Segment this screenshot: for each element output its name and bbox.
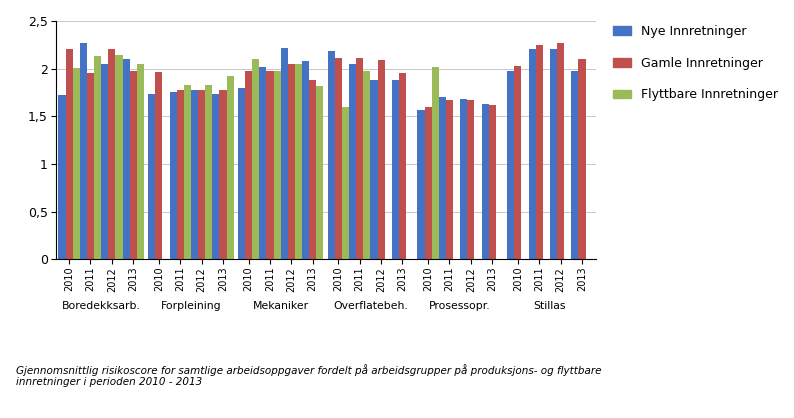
Bar	[212, 94, 219, 259]
Bar	[198, 90, 205, 259]
Bar	[280, 48, 287, 259]
Bar	[238, 88, 245, 259]
Bar	[335, 58, 342, 259]
Bar	[219, 90, 226, 259]
Bar	[342, 107, 349, 259]
Bar	[371, 80, 377, 259]
Bar	[571, 71, 578, 259]
Bar	[80, 43, 87, 259]
Bar	[578, 59, 585, 259]
Bar	[191, 90, 198, 259]
Text: Stillas: Stillas	[534, 301, 566, 311]
Bar	[148, 94, 156, 259]
Text: Forpleining: Forpleining	[160, 301, 222, 311]
Bar	[66, 49, 73, 259]
Bar	[461, 99, 468, 259]
Bar	[205, 85, 212, 259]
Bar	[252, 59, 260, 259]
Bar	[446, 100, 453, 259]
Bar	[226, 76, 233, 259]
Bar	[309, 80, 316, 259]
Bar	[481, 104, 488, 259]
Bar	[183, 85, 191, 259]
Bar	[418, 110, 425, 259]
Bar	[328, 51, 335, 259]
Bar	[536, 45, 543, 259]
Bar	[94, 56, 101, 259]
Bar	[302, 61, 309, 259]
Bar	[507, 71, 515, 259]
Bar	[377, 60, 384, 259]
Bar	[529, 49, 536, 259]
Text: Gjennomsnittlig risikoscore for samtlige arbeidsoppgaver fordelt på arbeidsgrupp: Gjennomsnittlig risikoscore for samtlige…	[16, 364, 601, 387]
Bar	[274, 71, 280, 259]
Bar	[129, 71, 137, 259]
Text: Mekaniker: Mekaniker	[252, 301, 309, 311]
Bar	[357, 58, 364, 259]
Bar	[108, 49, 115, 259]
Bar	[550, 48, 557, 259]
Bar	[557, 43, 565, 259]
Bar	[364, 71, 371, 259]
Bar	[122, 59, 129, 259]
Bar	[295, 64, 302, 259]
Bar	[425, 107, 432, 259]
Bar	[515, 66, 522, 259]
Bar	[399, 73, 406, 259]
Bar	[432, 66, 439, 259]
Bar	[87, 73, 94, 259]
Bar	[177, 90, 183, 259]
Bar	[170, 92, 177, 259]
Bar	[468, 100, 474, 259]
Bar	[267, 71, 274, 259]
Bar	[391, 80, 399, 259]
Legend: Nye Innretninger, Gamle Innretninger, Flyttbare Innretninger: Nye Innretninger, Gamle Innretninger, Fl…	[612, 25, 778, 101]
Bar	[245, 71, 252, 259]
Bar	[316, 86, 323, 259]
Bar	[156, 72, 163, 259]
Bar	[260, 66, 267, 259]
Bar	[439, 97, 446, 259]
Bar	[59, 95, 66, 259]
Bar	[137, 64, 144, 259]
Bar	[349, 64, 357, 259]
Text: Boredekksarb.: Boredekksarb.	[62, 301, 141, 311]
Text: Overflatebeh.: Overflatebeh.	[333, 301, 408, 311]
Bar	[488, 105, 495, 259]
Bar	[101, 64, 108, 259]
Bar	[287, 64, 295, 259]
Text: Prosessopr.: Prosessopr.	[430, 301, 491, 311]
Bar	[115, 55, 122, 259]
Bar	[73, 68, 80, 259]
